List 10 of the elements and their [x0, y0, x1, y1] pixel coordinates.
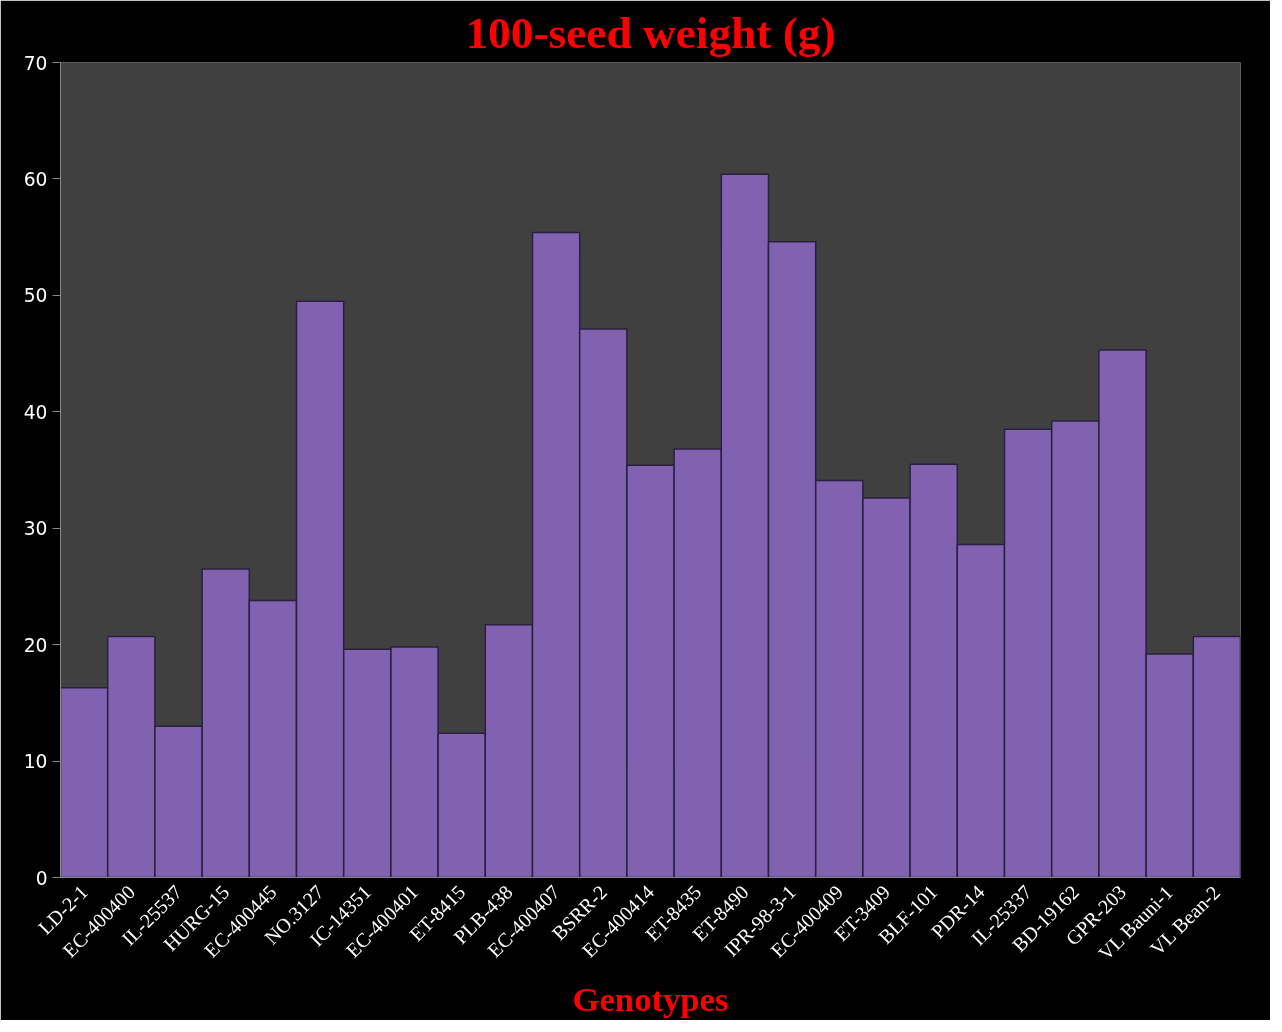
y-tick-label: 60: [23, 168, 48, 190]
x-axis-title: Genotypes: [572, 979, 729, 1018]
y-tick-label: 10: [23, 751, 48, 773]
y-tick-label: 40: [23, 401, 48, 423]
y-tick-label: 0: [35, 867, 48, 889]
chart-title: 100-seed weight (g): [465, 7, 836, 58]
y-tick-label: 50: [23, 285, 48, 307]
y-tick-label: 20: [23, 634, 48, 656]
y-tick-label: 30: [23, 518, 48, 540]
y-tick-label: 70: [23, 52, 48, 74]
